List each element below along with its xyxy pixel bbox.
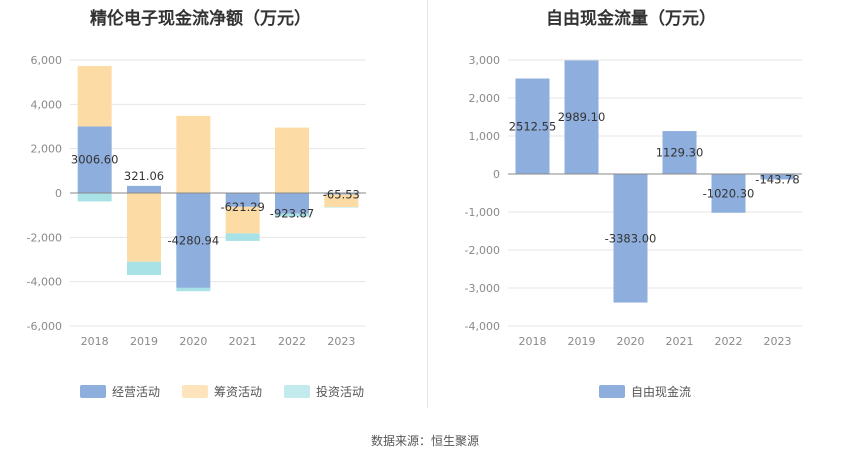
x-tick-label: 2019 (130, 335, 158, 348)
legend-label-operating: 经营活动 (112, 385, 161, 399)
y-tick-label: 2,000 (31, 143, 63, 156)
data-label: -3383.00 (605, 231, 657, 245)
bar-投资活动-2018 (77, 193, 112, 202)
bar-投资活动-2019 (127, 261, 161, 276)
left-chart-title: 精伦电子现金流净额（万元） (90, 9, 311, 29)
x-tick-label: 2018 (81, 335, 109, 348)
legend-label-free-cash-flow: 自由现金流 (631, 385, 692, 399)
y-tick-label: 0 (493, 168, 500, 181)
y-tick-label: 6,000 (31, 54, 63, 67)
y-tick-label: -3,000 (465, 282, 500, 295)
legend-swatch-financing (182, 385, 209, 398)
right-chart-title: 自由现金流量（万元） (546, 9, 716, 29)
legend-swatch-investing (284, 385, 311, 398)
y-tick-label: -2,000 (465, 244, 500, 257)
y-tick-label: -2,000 (27, 231, 62, 244)
data-label: -923.87 (270, 206, 314, 220)
y-tick-label: -4,000 (27, 276, 62, 289)
data-label: -143.78 (755, 172, 799, 186)
panel-divider (427, 0, 428, 408)
bar-筹资活动-2019 (127, 193, 161, 262)
bar-自由现金流-2020 (613, 174, 648, 303)
legend-item-free-cash-flow[interactable]: 自由现金流 (599, 383, 691, 400)
bar-筹资活动-2018 (77, 66, 112, 127)
data-label: 3006.60 (71, 153, 119, 167)
bar-投资活动-2020 (176, 287, 211, 292)
x-tick-label: 2021 (229, 335, 257, 348)
legend-item-financing[interactable]: 筹资活动 (182, 383, 262, 400)
x-tick-label: 2022 (278, 335, 306, 348)
legend-label-investing: 投资活动 (316, 385, 365, 399)
data-label: -4280.94 (167, 233, 219, 247)
x-tick-label: 2020 (617, 335, 645, 348)
free-cash-flow-chart: 3,000 2,000 1,000 0 -1,000 -2,000 -3,000 -4,000… (465, 54, 802, 348)
x-tick-label: 2018 (519, 335, 547, 348)
bar-自由现金流-2018 (515, 78, 550, 174)
legend-label-financing: 筹资活动 (214, 385, 263, 399)
legend-swatch-free-cash-flow (599, 385, 625, 398)
bar-经营活动-2019 (127, 185, 161, 193)
bar-投资活动-2021 (225, 233, 260, 241)
y-tick-label: -1,000 (465, 206, 500, 219)
y-tick-label: 0 (55, 187, 62, 200)
bar-经营活动-2023 (324, 193, 359, 195)
data-label: -621.29 (220, 200, 264, 214)
data-source-note: 数据来源：恒生聚源 (370, 434, 479, 448)
left-legend: 经营活动 筹资活动 投资活动 (80, 383, 364, 400)
y-tick-label: 4,000 (31, 98, 63, 111)
data-label: -1020.30 (703, 186, 755, 200)
x-tick-label: 2023 (764, 335, 792, 348)
right-legend: 自由现金流 (599, 383, 691, 400)
x-tick-label: 2019 (568, 335, 596, 348)
bar-筹资活动-2023 (324, 194, 359, 208)
x-tick-label: 2021 (666, 335, 694, 348)
bar-经营活动-2022 (275, 193, 309, 214)
bar-筹资活动-2022 (275, 127, 309, 193)
bar-经营活动-2021 (225, 193, 260, 207)
legend-item-investing[interactable]: 投资活动 (284, 383, 364, 400)
y-tick-label: -6,000 (27, 320, 62, 333)
bar-自由现金流-2019 (564, 60, 599, 174)
data-label: -65.53 (323, 187, 360, 201)
data-label: 321.06 (124, 169, 164, 183)
y-tick-label: 2,000 (469, 92, 501, 105)
cash-flow-chart: 6,000 4,000 2,000 0 -2,000 -4,000 -6,000 2018 20… (27, 54, 366, 348)
data-label: 2512.55 (509, 119, 557, 133)
bar-经营活动-2018 (77, 126, 112, 193)
x-tick-label: 2022 (715, 335, 743, 348)
x-tick-label: 2020 (179, 335, 207, 348)
bar-投资活动-2022 (275, 213, 309, 217)
bar-自由现金流-2022 (711, 174, 746, 213)
y-tick-label: -4,000 (465, 320, 500, 333)
bar-筹资活动-2021 (225, 206, 260, 234)
bar-自由现金流-2023 (760, 174, 795, 180)
bar-经营活动-2020 (176, 193, 211, 288)
legend-item-operating[interactable]: 经营活动 (80, 383, 160, 400)
bar-筹资活动-2020 (176, 115, 211, 193)
x-tick-label: 2023 (327, 335, 355, 348)
y-tick-label: 3,000 (469, 54, 501, 67)
data-label: 2989.10 (558, 110, 606, 124)
bar-自由现金流-2021 (662, 131, 697, 174)
y-tick-label: 1,000 (469, 130, 501, 143)
data-label: 1129.30 (656, 146, 704, 160)
legend-swatch-operating (80, 385, 106, 398)
